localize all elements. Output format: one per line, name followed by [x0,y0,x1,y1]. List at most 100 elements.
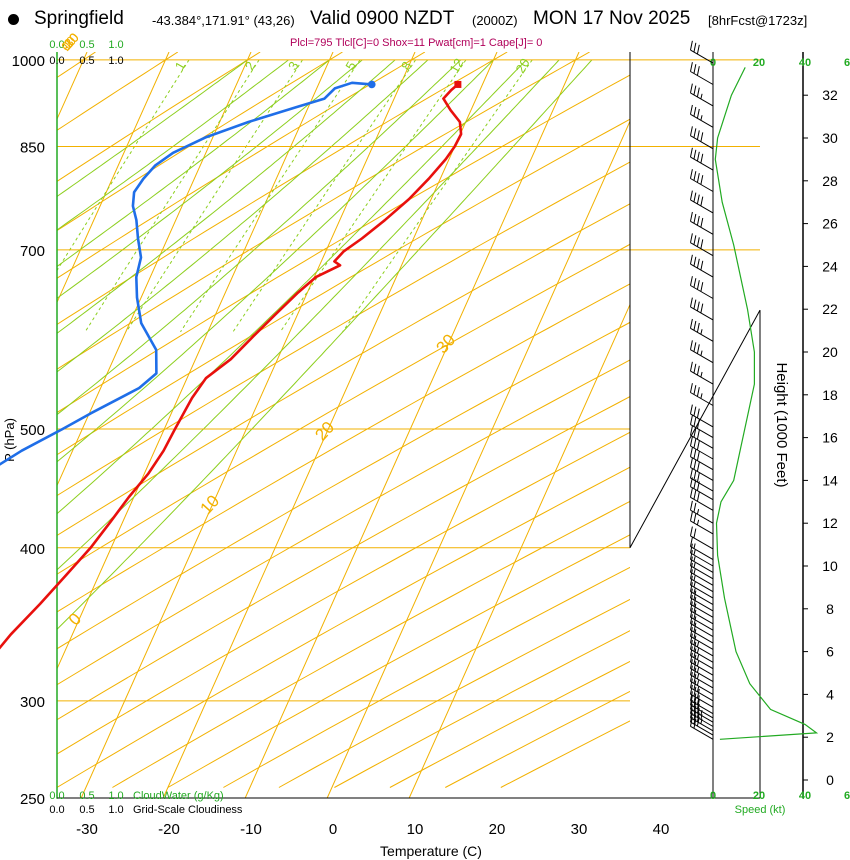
mixing-ratio-label: 3 [285,59,302,73]
wind-barb [689,526,714,550]
height-tick-label: 6 [826,644,834,660]
wind-barb [689,537,714,561]
temperature-tick-label: 40 [653,821,670,838]
wind-barb-half-feather [700,115,703,121]
speed-bottom-tick: 0 [710,790,716,802]
wind-barb-feather [693,256,697,267]
wind-barb [689,620,714,644]
surface-temperature-marker [454,80,462,88]
dry-adiabat-line [167,534,630,788]
wind-barb-staff [690,370,714,385]
wind-barb [689,684,714,708]
wind-barb [689,458,714,481]
wind-barb-feather [696,66,700,76]
mixing-ratio-label: 8 [398,59,415,73]
wind-barb-feather [696,130,700,140]
wind-barb-half-feather [693,556,696,562]
moist-adiabat-line [57,59,527,515]
cloudwater-axis-label: CloudWater (g/Kg) [133,790,224,802]
wind-barb-feather [700,153,704,164]
height-tick-label: 14 [822,472,838,488]
wind-barb [689,691,714,715]
wind-barb [689,601,714,625]
temperature-tick-label: 30 [571,821,588,838]
wind-barb [689,254,714,278]
wind-barb-feather [689,211,693,222]
wind-barb-half-feather [693,588,696,594]
wind-barb-staff [690,552,714,567]
wind-barb-staff [690,629,714,644]
valid-time: Valid 0900 NZDT [310,8,455,29]
wind-barb [689,468,714,492]
wind-barb-staff [690,413,714,428]
wind-barb-feather [693,385,697,395]
wind-barb-feather [693,622,697,633]
wind-barb-half-feather [696,648,700,654]
wind-speed-curve [714,67,819,740]
cloudiness-bottom-tick: 0.0 [49,804,64,816]
wind-barb-feather [689,500,693,511]
speed-axis-label: Speed (kt) [735,804,786,816]
wind-barb [689,594,714,618]
wind-barb-feather [689,543,693,554]
wind-barb-feather [696,695,700,705]
mixing-ratio-line [232,59,417,333]
height-tick-label: 18 [822,387,838,403]
temperature-tick-label: 0 [329,821,337,838]
wind-barb [689,147,714,171]
dry-adiabat-line [57,431,630,755]
y-axis-title: P (hPa) [2,418,17,462]
wind-barb [689,569,714,593]
wind-barb-feather [696,491,700,502]
wind-barb-feather [693,470,697,481]
wind-barb-feather [689,652,693,663]
height-tick-label: 32 [822,87,838,103]
wind-barb-staff [690,535,714,550]
wind-barb-feather [693,661,697,671]
wind-barb-feather [689,104,693,115]
cloudiness-axis-label: Grid-Scale Cloudiness [133,804,243,816]
wind-barb-feather [696,408,700,419]
wind-barb-feather [696,173,700,183]
wind-barb [689,83,714,107]
height-tick-label: 10 [822,558,838,574]
isotherm-line [326,120,630,798]
wind-barb-staff [690,687,714,702]
wind-barb-feather [693,629,697,639]
wind-barb-staff [690,92,714,107]
wind-barb [689,169,714,192]
wind-barb [689,211,714,235]
pressure-tick-label: 1000 [12,53,45,70]
wind-barb-staff [690,477,714,492]
wind-barb [689,404,714,428]
wind-barb-feather [693,417,697,427]
isotherm-line [244,52,580,798]
dry-adiabat-line [57,52,508,326]
dry-adiabat-line [223,566,630,788]
wind-barb [689,104,714,128]
wind-barb-feather [689,556,693,566]
mixing-ratio-line [125,59,303,333]
wind-barb-feather [696,44,700,55]
wind-barb-feather [689,575,693,586]
wind-barb [689,40,714,64]
wind-barb-feather [689,672,693,682]
wind-barb-staff [690,49,714,64]
mixing-ratio-line [84,59,260,333]
wind-barb-feather [689,550,693,560]
thermo-grid [57,52,630,798]
wind-barb-staff [690,496,714,511]
moist-adiabat-line [57,59,429,373]
height-tick-label: 0 [826,772,834,788]
wind-barb-staff [690,642,714,657]
wind-barb-half-feather [700,93,703,100]
wind-barb-feather [689,436,693,447]
wind-barb-feather [689,404,693,415]
wind-barb-feather [693,278,697,288]
wind-barb-feather [693,528,697,538]
wind-barb-half-feather [696,641,700,647]
wind-barb-feather [693,609,697,620]
moist-adiabat-line [57,59,330,268]
wind-barb-half-feather [696,654,700,660]
